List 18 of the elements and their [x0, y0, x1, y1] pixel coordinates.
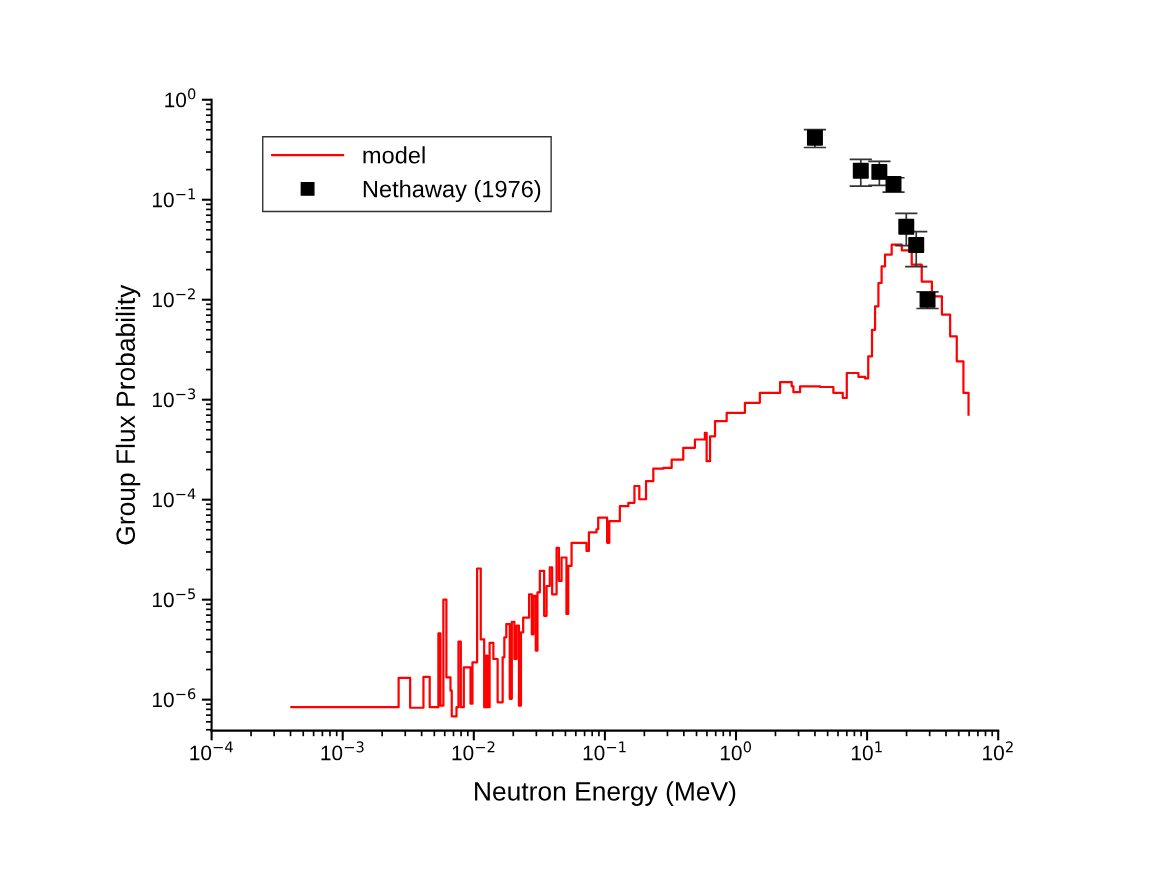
y-tick-label: 10$^{−6}$ — [152, 688, 196, 708]
y-tick-label: 10$^{0}$ — [165, 88, 196, 108]
y-tick-label: 10$^{−1}$ — [152, 188, 195, 208]
x-axis-title: Neutron Energy (MeV) — [475, 781, 736, 806]
x-tick-label: 10$^{−2}$ — [452, 741, 495, 761]
y-tick-label: 10$^{−2}$ — [152, 288, 195, 308]
legend-label: Nethaway (1976) — [363, 180, 541, 203]
y-axis-title: Group Flux Probability — [115, 284, 141, 545]
x-tick-label: 10$^{2}$ — [983, 741, 1013, 761]
x-tick-label: 10$^{−4}$ — [190, 741, 233, 761]
y-tick-label: 10$^{−3}$ — [152, 388, 196, 408]
legend-label: model — [363, 146, 425, 164]
x-tick-label: 10$^{−3}$ — [321, 741, 364, 761]
y-tick-label: 10$^{−4}$ — [152, 488, 196, 508]
x-tick-label: 10$^{0}$ — [720, 741, 752, 761]
x-tick-label: 10$^{1}$ — [852, 741, 882, 761]
y-tick-label: 10$^{−5}$ — [152, 588, 195, 608]
x-tick-label: 10$^{−1}$ — [583, 741, 626, 761]
